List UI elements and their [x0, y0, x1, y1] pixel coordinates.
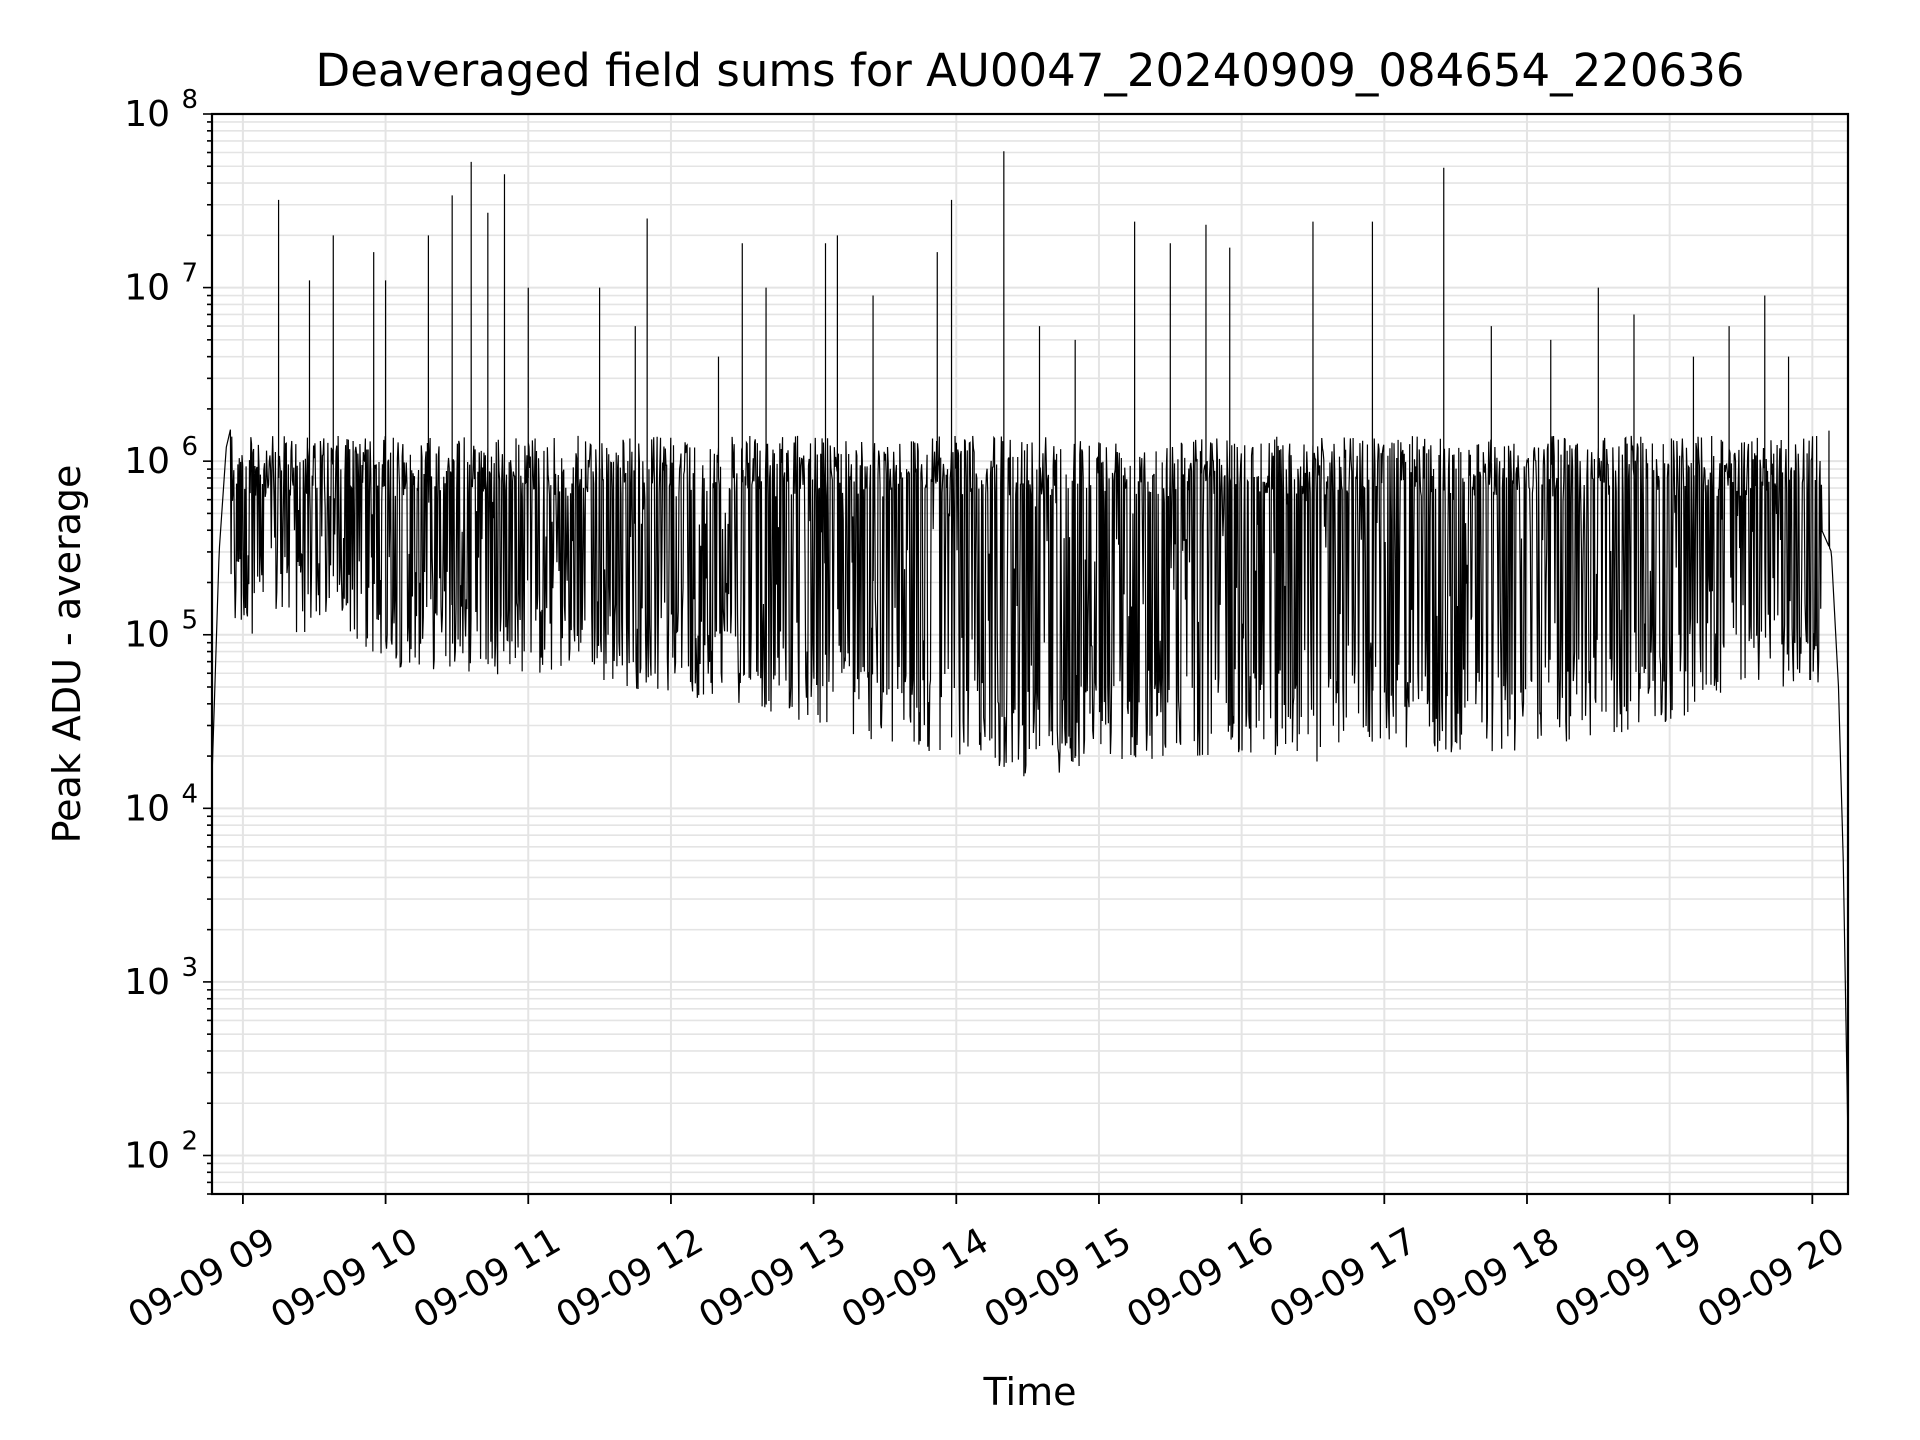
y-tick-label: 10	[124, 94, 170, 135]
y-tick-label: 10	[124, 615, 170, 656]
y-tick-label: 10	[124, 268, 170, 309]
x-axis-label: Time	[983, 1370, 1077, 1414]
y-tick-exponent: 8	[181, 85, 198, 115]
y-axis-ticks: 10 2 10 3 10 4 10 5 10 6 10 7 10 8	[124, 85, 212, 1195]
y-tick-exponent: 7	[181, 259, 198, 289]
y-tick-label: 10	[124, 1135, 170, 1176]
y-axis-label: Peak ADU - average	[45, 465, 89, 844]
plot-frame	[210, 112, 1850, 1196]
y-tick-exponent: 4	[181, 779, 198, 809]
x-tick-label: 09-09 19	[1548, 1220, 1709, 1336]
x-tick-label: 09-09 16	[1120, 1220, 1281, 1336]
y-tick-label: 10	[124, 441, 170, 482]
chart-title: Deaveraged field sums for AU0047_2024090…	[316, 44, 1745, 97]
x-tick-label: 09-09 09	[122, 1220, 283, 1336]
x-tick-label: 09-09 17	[1263, 1220, 1424, 1336]
y-tick-exponent: 2	[181, 1126, 198, 1156]
x-tick-label: 09-09 11	[407, 1220, 568, 1336]
y-tick-label: 10	[124, 962, 170, 1003]
x-tick-label: 09-09 15	[978, 1220, 1139, 1336]
x-tick-label: 09-09 20	[1691, 1220, 1852, 1336]
y-tick-exponent: 5	[181, 606, 198, 636]
x-tick-label: 09-09 18	[1406, 1220, 1567, 1336]
y-tick-label: 10	[124, 788, 170, 829]
y-tick-exponent: 6	[181, 432, 198, 462]
y-tick-exponent: 3	[181, 953, 198, 983]
x-tick-label: 09-09 12	[550, 1220, 711, 1336]
series-line-peak-adu	[211, 151, 1849, 1142]
x-tick-label: 09-09 14	[835, 1220, 996, 1336]
x-tick-label: 09-09 13	[692, 1220, 853, 1336]
x-tick-label: 09-09 10	[264, 1220, 425, 1336]
